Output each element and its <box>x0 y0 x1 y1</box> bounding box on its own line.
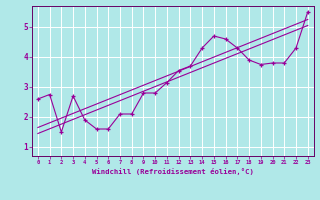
X-axis label: Windchill (Refroidissement éolien,°C): Windchill (Refroidissement éolien,°C) <box>92 168 254 175</box>
